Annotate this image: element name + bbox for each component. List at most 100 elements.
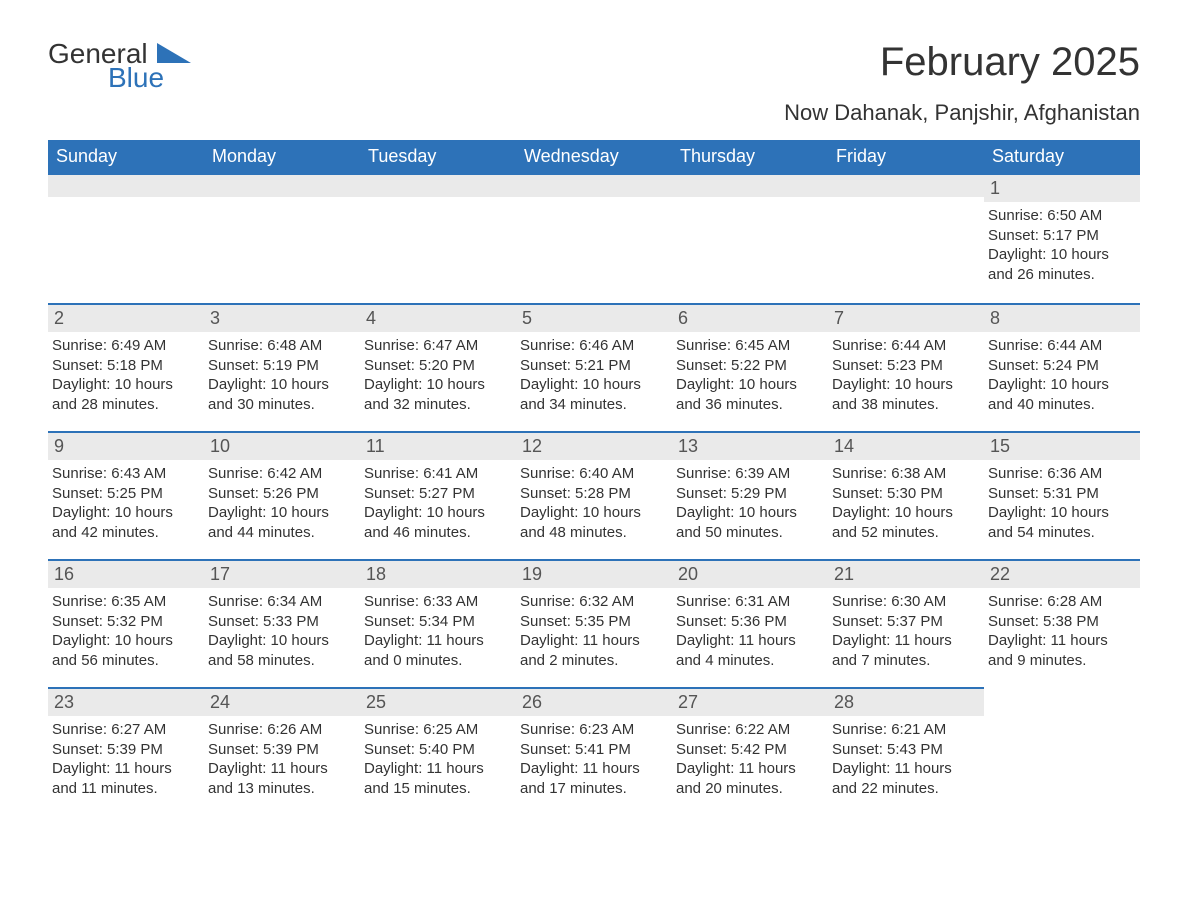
logo: General Blue	[48, 40, 191, 92]
weekday-header: Wednesday	[516, 140, 672, 173]
day-details: Sunrise: 6:25 AMSunset: 5:40 PMDaylight:…	[360, 716, 516, 798]
day-number: 21	[828, 559, 984, 588]
day-number: 18	[360, 559, 516, 588]
day-number: 11	[360, 431, 516, 460]
calendar-cell	[516, 173, 672, 303]
day-details: Sunrise: 6:45 AMSunset: 5:22 PMDaylight:…	[672, 332, 828, 414]
day-number: 2	[48, 303, 204, 332]
day-number: 12	[516, 431, 672, 460]
day-number: 5	[516, 303, 672, 332]
weekday-header: Monday	[204, 140, 360, 173]
day-details: Sunrise: 6:35 AMSunset: 5:32 PMDaylight:…	[48, 588, 204, 670]
calendar-cell: 3Sunrise: 6:48 AMSunset: 5:19 PMDaylight…	[204, 303, 360, 431]
day-number: 27	[672, 687, 828, 716]
day-details: Sunrise: 6:39 AMSunset: 5:29 PMDaylight:…	[672, 460, 828, 542]
calendar-cell: 10Sunrise: 6:42 AMSunset: 5:26 PMDayligh…	[204, 431, 360, 559]
day-details: Sunrise: 6:21 AMSunset: 5:43 PMDaylight:…	[828, 716, 984, 798]
day-number: 6	[672, 303, 828, 332]
calendar-cell: 20Sunrise: 6:31 AMSunset: 5:36 PMDayligh…	[672, 559, 828, 687]
weekday-header: Thursday	[672, 140, 828, 173]
day-details: Sunrise: 6:42 AMSunset: 5:26 PMDaylight:…	[204, 460, 360, 542]
day-details: Sunrise: 6:26 AMSunset: 5:39 PMDaylight:…	[204, 716, 360, 798]
calendar-cell: 13Sunrise: 6:39 AMSunset: 5:29 PMDayligh…	[672, 431, 828, 559]
calendar-cell: 6Sunrise: 6:45 AMSunset: 5:22 PMDaylight…	[672, 303, 828, 431]
day-details: Sunrise: 6:28 AMSunset: 5:38 PMDaylight:…	[984, 588, 1140, 670]
calendar-cell	[360, 173, 516, 303]
day-number: 26	[516, 687, 672, 716]
day-details: Sunrise: 6:48 AMSunset: 5:19 PMDaylight:…	[204, 332, 360, 414]
calendar-cell	[828, 173, 984, 303]
day-details: Sunrise: 6:27 AMSunset: 5:39 PMDaylight:…	[48, 716, 204, 798]
calendar-cell: 27Sunrise: 6:22 AMSunset: 5:42 PMDayligh…	[672, 687, 828, 815]
day-details: Sunrise: 6:32 AMSunset: 5:35 PMDaylight:…	[516, 588, 672, 670]
day-number: 1	[984, 173, 1140, 202]
day-details: Sunrise: 6:49 AMSunset: 5:18 PMDaylight:…	[48, 332, 204, 414]
logo-text-2: Blue	[108, 64, 191, 92]
day-number: 7	[828, 303, 984, 332]
day-details: Sunrise: 6:34 AMSunset: 5:33 PMDaylight:…	[204, 588, 360, 670]
day-number: 9	[48, 431, 204, 460]
calendar-cell: 14Sunrise: 6:38 AMSunset: 5:30 PMDayligh…	[828, 431, 984, 559]
calendar-cell: 19Sunrise: 6:32 AMSunset: 5:35 PMDayligh…	[516, 559, 672, 687]
calendar-cell: 23Sunrise: 6:27 AMSunset: 5:39 PMDayligh…	[48, 687, 204, 815]
calendar-cell	[48, 173, 204, 303]
calendar-cell: 11Sunrise: 6:41 AMSunset: 5:27 PMDayligh…	[360, 431, 516, 559]
calendar-cell: 18Sunrise: 6:33 AMSunset: 5:34 PMDayligh…	[360, 559, 516, 687]
day-details: Sunrise: 6:40 AMSunset: 5:28 PMDaylight:…	[516, 460, 672, 542]
day-number: 15	[984, 431, 1140, 460]
day-number: 22	[984, 559, 1140, 588]
day-details: Sunrise: 6:46 AMSunset: 5:21 PMDaylight:…	[516, 332, 672, 414]
day-details: Sunrise: 6:33 AMSunset: 5:34 PMDaylight:…	[360, 588, 516, 670]
calendar-cell: 4Sunrise: 6:47 AMSunset: 5:20 PMDaylight…	[360, 303, 516, 431]
day-details: Sunrise: 6:22 AMSunset: 5:42 PMDaylight:…	[672, 716, 828, 798]
day-details: Sunrise: 6:23 AMSunset: 5:41 PMDaylight:…	[516, 716, 672, 798]
day-number: 24	[204, 687, 360, 716]
calendar-cell: 7Sunrise: 6:44 AMSunset: 5:23 PMDaylight…	[828, 303, 984, 431]
day-details: Sunrise: 6:43 AMSunset: 5:25 PMDaylight:…	[48, 460, 204, 542]
weekday-header: Sunday	[48, 140, 204, 173]
calendar-cell: 8Sunrise: 6:44 AMSunset: 5:24 PMDaylight…	[984, 303, 1140, 431]
weekday-header: Tuesday	[360, 140, 516, 173]
day-number: 10	[204, 431, 360, 460]
calendar-cell: 12Sunrise: 6:40 AMSunset: 5:28 PMDayligh…	[516, 431, 672, 559]
calendar-cell: 5Sunrise: 6:46 AMSunset: 5:21 PMDaylight…	[516, 303, 672, 431]
calendar-cell: 24Sunrise: 6:26 AMSunset: 5:39 PMDayligh…	[204, 687, 360, 815]
calendar-cell: 15Sunrise: 6:36 AMSunset: 5:31 PMDayligh…	[984, 431, 1140, 559]
calendar-cell: 26Sunrise: 6:23 AMSunset: 5:41 PMDayligh…	[516, 687, 672, 815]
day-number: 13	[672, 431, 828, 460]
location-subtitle: Now Dahanak, Panjshir, Afghanistan	[48, 100, 1140, 126]
day-details: Sunrise: 6:36 AMSunset: 5:31 PMDaylight:…	[984, 460, 1140, 542]
day-details: Sunrise: 6:50 AMSunset: 5:17 PMDaylight:…	[984, 202, 1140, 284]
calendar-table: SundayMondayTuesdayWednesdayThursdayFrid…	[48, 140, 1140, 815]
calendar-cell: 17Sunrise: 6:34 AMSunset: 5:33 PMDayligh…	[204, 559, 360, 687]
calendar-cell	[672, 173, 828, 303]
day-number: 23	[48, 687, 204, 716]
day-details: Sunrise: 6:41 AMSunset: 5:27 PMDaylight:…	[360, 460, 516, 542]
day-number: 25	[360, 687, 516, 716]
day-number: 4	[360, 303, 516, 332]
calendar-cell: 16Sunrise: 6:35 AMSunset: 5:32 PMDayligh…	[48, 559, 204, 687]
day-details: Sunrise: 6:44 AMSunset: 5:23 PMDaylight:…	[828, 332, 984, 414]
day-details: Sunrise: 6:31 AMSunset: 5:36 PMDaylight:…	[672, 588, 828, 670]
calendar-cell	[984, 687, 1140, 815]
day-details: Sunrise: 6:47 AMSunset: 5:20 PMDaylight:…	[360, 332, 516, 414]
weekday-header: Saturday	[984, 140, 1140, 173]
calendar-cell: 21Sunrise: 6:30 AMSunset: 5:37 PMDayligh…	[828, 559, 984, 687]
calendar-cell: 28Sunrise: 6:21 AMSunset: 5:43 PMDayligh…	[828, 687, 984, 815]
day-details: Sunrise: 6:38 AMSunset: 5:30 PMDaylight:…	[828, 460, 984, 542]
day-number: 20	[672, 559, 828, 588]
day-number: 28	[828, 687, 984, 716]
calendar-cell: 25Sunrise: 6:25 AMSunset: 5:40 PMDayligh…	[360, 687, 516, 815]
calendar-cell: 9Sunrise: 6:43 AMSunset: 5:25 PMDaylight…	[48, 431, 204, 559]
calendar-cell: 2Sunrise: 6:49 AMSunset: 5:18 PMDaylight…	[48, 303, 204, 431]
day-details: Sunrise: 6:44 AMSunset: 5:24 PMDaylight:…	[984, 332, 1140, 414]
day-number: 19	[516, 559, 672, 588]
calendar-cell	[204, 173, 360, 303]
day-number: 17	[204, 559, 360, 588]
calendar-cell: 22Sunrise: 6:28 AMSunset: 5:38 PMDayligh…	[984, 559, 1140, 687]
day-number: 3	[204, 303, 360, 332]
day-details: Sunrise: 6:30 AMSunset: 5:37 PMDaylight:…	[828, 588, 984, 670]
calendar-cell: 1Sunrise: 6:50 AMSunset: 5:17 PMDaylight…	[984, 173, 1140, 303]
weekday-header: Friday	[828, 140, 984, 173]
page-title: February 2025	[880, 40, 1140, 85]
